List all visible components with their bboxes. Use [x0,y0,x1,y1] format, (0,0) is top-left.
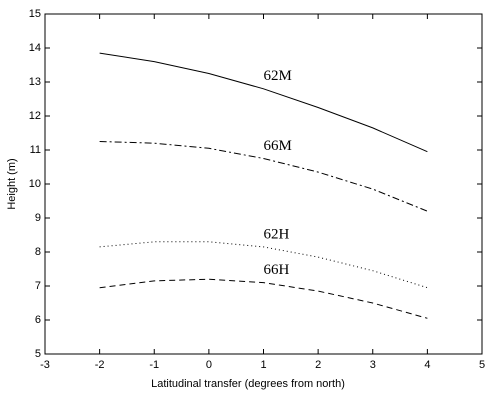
series-label: 66H [264,262,290,278]
plot-frame [44,13,483,355]
x-tick-label: 1 [260,359,266,371]
data-line [99,141,428,212]
series-label: 62H [264,226,290,242]
data-line [99,52,428,153]
x-tick-label: 0 [206,359,212,371]
y-tick-label: 15 [29,8,41,20]
y-tick-label: 8 [35,246,41,258]
series-label: 66M [264,138,292,154]
y-tick-label: 14 [29,42,41,54]
data-line [99,241,428,289]
y-axis-label: Height (m) [6,158,18,209]
y-tick-label: 6 [35,314,41,326]
y-tick-label: 9 [35,212,41,224]
y-tick-label: 13 [29,76,41,88]
x-axis-label: Latitudinal transfer (degrees from north… [151,378,345,390]
x-tick-label: 4 [424,359,430,371]
series-label: 62M [264,68,292,84]
x-tick-label: 2 [315,359,321,371]
x-tick-label: -1 [149,359,159,371]
y-tick-label: 12 [29,110,41,122]
y-tick-label: 10 [29,178,41,190]
y-tick-label: 5 [35,348,41,360]
x-tick-label: 3 [370,359,376,371]
x-tick-label: -3 [40,359,50,371]
x-tick-label: -2 [95,359,105,371]
y-tick-label: 11 [30,144,41,156]
data-line [99,278,428,319]
y-tick-label: 7 [35,280,41,292]
x-tick-label: 5 [479,359,485,371]
